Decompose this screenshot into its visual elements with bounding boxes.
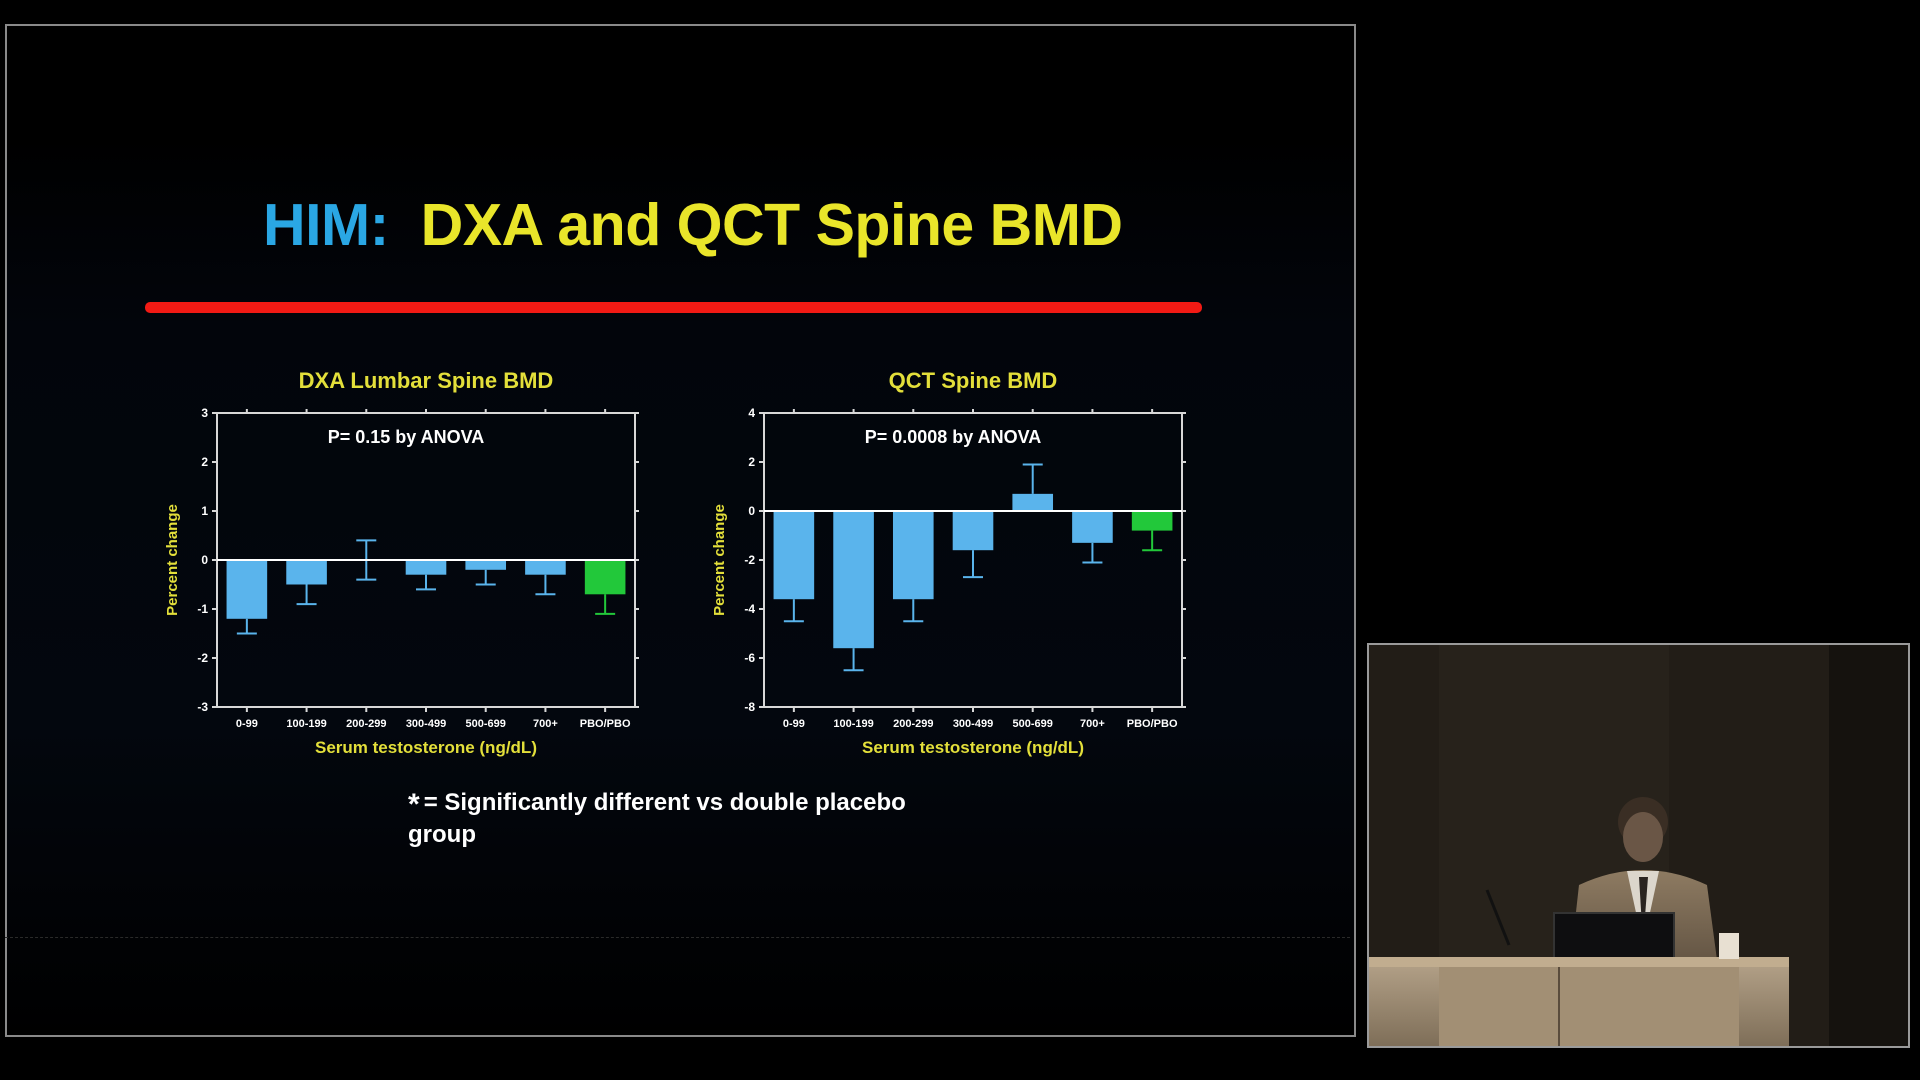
slide-title-main: DXA and QCT Spine BMD: [420, 192, 1123, 258]
dxa-chart: DXA Lumbar Spine BMD 3 2 1 0 -1 -2 -3 Percent ch…: [164, 368, 639, 757]
speaker-video: [1367, 643, 1910, 1048]
chart-0-ytick-label-3: 0: [201, 553, 208, 567]
chart-0-ytick-label-4: -1: [197, 602, 208, 616]
chart-0-category-label-1: 100-199: [286, 718, 326, 730]
chart-0-bar-3: [405, 560, 447, 575]
slide-title: HIM: DXA and QCT Spine BMD: [263, 191, 1123, 259]
chart-1-bar-4: [1012, 493, 1054, 511]
chart-1-ytick-label-4: -4: [744, 602, 755, 616]
chart-1-ylabel: Percent change: [711, 504, 728, 616]
qct-chart: QCT Spine BMD 4 2 0 -2 -4 -6 -8 Percent change 0-…: [711, 368, 1186, 757]
chart-0-category-label-4: 500-699: [466, 718, 506, 730]
chart-1-category-label-0: 0-99: [783, 718, 805, 730]
chart-1-ytick-label-0: 4: [748, 406, 755, 420]
chart-1-category-label-1: 100-199: [833, 718, 873, 730]
chart-0-title: DXA Lumbar Spine BMD: [299, 368, 554, 393]
chart-0-category-label-5: 700+: [533, 718, 558, 730]
chart-0-bar-6: [584, 560, 626, 595]
chart-1-category-label-4: 500-699: [1013, 718, 1053, 730]
chart-0-ytick-label-0: 3: [201, 406, 208, 420]
chart-0-bar-0: [226, 560, 268, 619]
chart-1-ytick-label-5: -6: [744, 651, 755, 665]
chart-1-category-label-2: 200-299: [893, 718, 933, 730]
chart-1-category-label-3: 300-499: [953, 718, 993, 730]
presentation-slide: HIM: DXA and QCT Spine BMD DXA Lumbar Sp…: [5, 24, 1356, 1037]
chart-0-xlabel: Serum testosterone (ng/dL): [315, 738, 537, 757]
footnote-text: = Significantly different vs double plac…: [408, 789, 906, 848]
chart-1-annotation: P= 0.0008 by ANOVA: [865, 427, 1042, 447]
chart-1-title: QCT Spine BMD: [889, 368, 1058, 393]
slide-divider: [5, 937, 1350, 938]
chart-0-bar-5: [525, 560, 566, 575]
chart-0-ytick-label-6: -3: [197, 700, 208, 714]
chart-0-ytick-label-5: -2: [197, 651, 208, 665]
chart-0-category-label-2: 200-299: [346, 718, 386, 730]
chart-1-bar-0: [773, 511, 815, 600]
footnote: * = Significantly different vs double pla…: [408, 788, 928, 850]
footnote-star: *: [408, 788, 420, 821]
chart-0-bar-4: [465, 560, 507, 570]
chart-0-bar-1: [286, 560, 327, 585]
chart-1-category-label-5: 700+: [1080, 718, 1105, 730]
chart-1-ytick-label-3: -2: [744, 553, 755, 567]
chart-1-bar-3: [952, 511, 994, 551]
chart-0-ytick-label-2: 1: [201, 504, 208, 518]
title-underline: [145, 302, 1202, 313]
chart-0-annotation: P= 0.15 by ANOVA: [328, 427, 485, 447]
chart-1-bar-1: [833, 511, 874, 649]
chart-0-ylabel: Percent change: [164, 504, 181, 616]
chart-0-category-label-3: 300-499: [406, 718, 446, 730]
chart-1-category-label-6: PBO/PBO: [1127, 718, 1178, 730]
chart-0-category-label-0: 0-99: [236, 718, 258, 730]
chart-1-ytick-label-6: -8: [744, 700, 755, 714]
slide-title-prefix: HIM:: [263, 192, 389, 258]
speaker-video-image: [1369, 645, 1908, 1046]
chart-1-bar-6: [1131, 511, 1173, 531]
chart-0-category-label-6: PBO/PBO: [580, 718, 631, 730]
chart-1-ytick-label-1: 2: [748, 455, 755, 469]
chart-1-xlabel: Serum testosterone (ng/dL): [862, 738, 1084, 757]
chart-0-ytick-label-1: 2: [201, 455, 208, 469]
chart-1-bar-2: [892, 511, 934, 600]
chart-1-bar-5: [1072, 511, 1113, 543]
chart-1-ytick-label-2: 0: [748, 504, 755, 518]
